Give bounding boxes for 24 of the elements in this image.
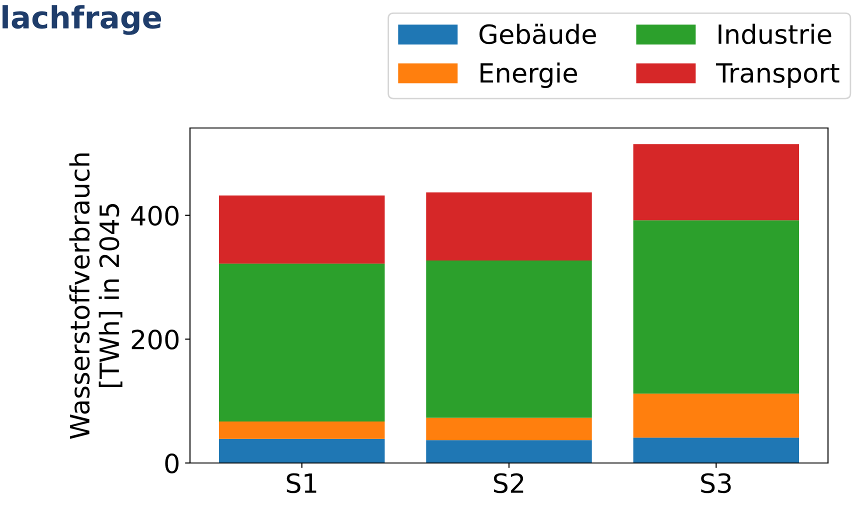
bar [219, 438, 385, 463]
bar [633, 394, 799, 438]
bar [219, 422, 385, 439]
bar [426, 260, 592, 418]
legend-label: Gebäude [480, 24, 596, 44]
bar [633, 438, 799, 463]
y-axis-title: Wasserstoffverbrauch [TWh] in 2045 [69, 154, 122, 439]
x-tick-label: S1 [286, 473, 316, 494]
y-tick-label: 200 [132, 330, 179, 350]
x-tick-label: S3 [701, 473, 731, 494]
legend-label: Transport [716, 63, 840, 88]
bar [219, 195, 385, 264]
bar [633, 144, 799, 220]
bar [219, 264, 385, 422]
bar [426, 440, 592, 463]
bar [426, 192, 592, 261]
legend-label: Energie [480, 62, 577, 88]
chart-title: lachfrage [2, 5, 162, 35]
bar [633, 220, 799, 394]
legend-label: Industrie [718, 24, 832, 44]
x-tick-label: S2 [494, 473, 524, 494]
bar [426, 418, 592, 440]
y-tick-label: 0 [165, 453, 179, 474]
y-tick-label: 400 [131, 206, 179, 226]
